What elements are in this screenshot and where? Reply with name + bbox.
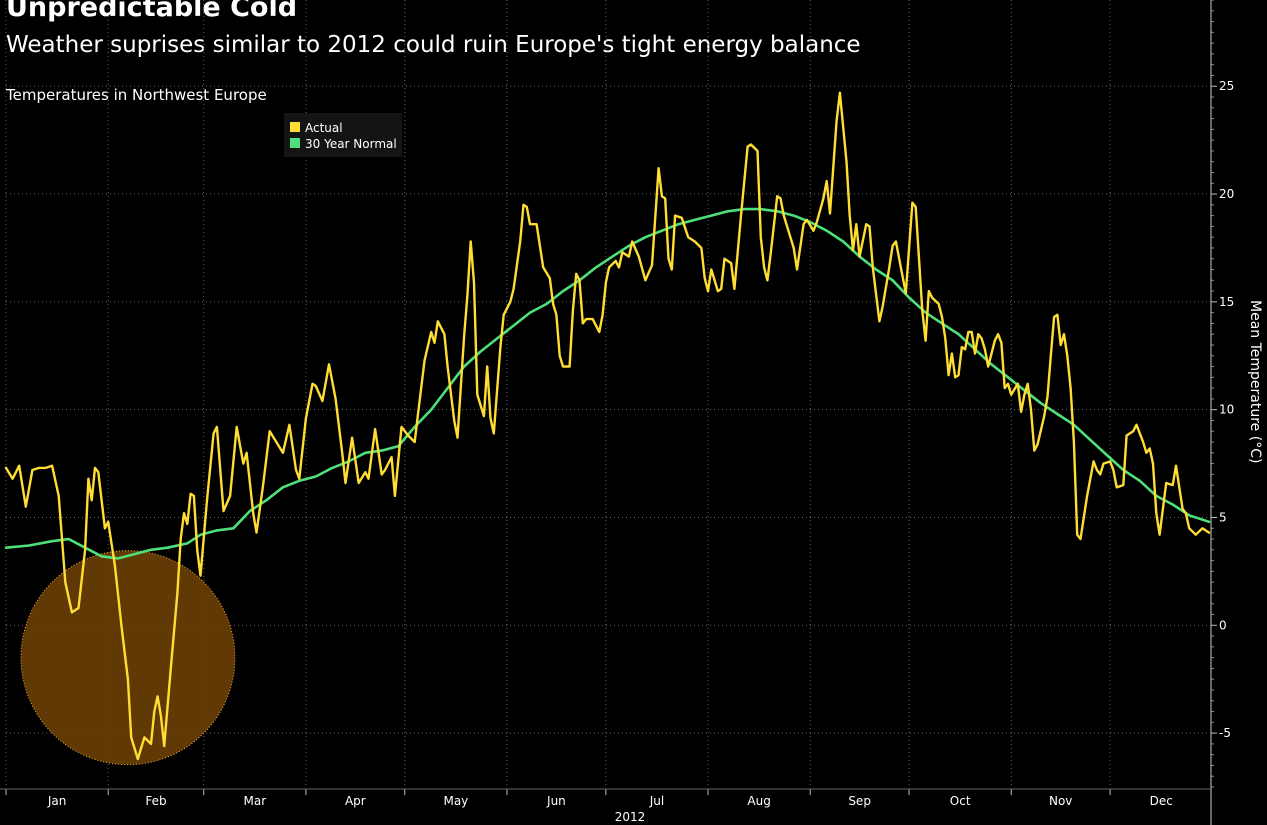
x-tick-label: Jan	[47, 794, 67, 808]
legend-label-actual: Actual	[305, 121, 343, 135]
y-axis-label: Mean Temperature (°C)	[1247, 300, 1263, 463]
highlight-layer	[20, 550, 236, 766]
y-tick-label: 15	[1219, 295, 1234, 309]
chart-subtitle: Weather suprises similar to 2012 could r…	[6, 32, 861, 58]
x-tick-label: Mar	[244, 794, 267, 808]
y-tick-label: 5	[1219, 510, 1227, 524]
x-tick-label: Nov	[1049, 794, 1072, 808]
legend: Actual 30 Year Normal	[284, 113, 402, 157]
x-tick-label: Feb	[145, 794, 166, 808]
legend-label-normal: 30 Year Normal	[305, 137, 397, 151]
legend-swatch-actual	[290, 122, 300, 132]
x-axis-year-label: 2012	[615, 810, 646, 824]
x-tick-label: Apr	[345, 794, 366, 808]
x-tick-label: Oct	[950, 794, 971, 808]
legend-swatch-normal	[290, 138, 300, 148]
x-tick-label: Sep	[848, 794, 871, 808]
y-tick-label: 10	[1219, 403, 1234, 417]
axis-layer: -5 0 5 10 15 20 25 Jan Feb Mar Apr May Jun Jul Aug Sep O…	[0, 0, 1234, 825]
y-tick-label: 20	[1219, 187, 1234, 201]
normal-temperature-line	[4, 207, 1211, 560]
x-tick-label: Jun	[546, 794, 566, 808]
series-layer	[4, 91, 1211, 761]
x-tick-label: Dec	[1150, 794, 1173, 808]
x-tick-label: Jul	[649, 794, 664, 808]
legend-box	[284, 113, 402, 157]
x-tick-label: Aug	[747, 794, 770, 808]
y-tick-label: 0	[1219, 618, 1227, 632]
actual-temperature-line	[4, 91, 1211, 761]
y-tick-label: -5	[1219, 726, 1231, 740]
x-tick-label: May	[443, 794, 468, 808]
cold-snap-highlight	[20, 550, 236, 766]
panel-label: Temperatures in Northwest Europe	[6, 86, 267, 104]
y-tick-label: 25	[1219, 79, 1234, 93]
chart-title: Unpredictable Cold	[6, 0, 298, 23]
